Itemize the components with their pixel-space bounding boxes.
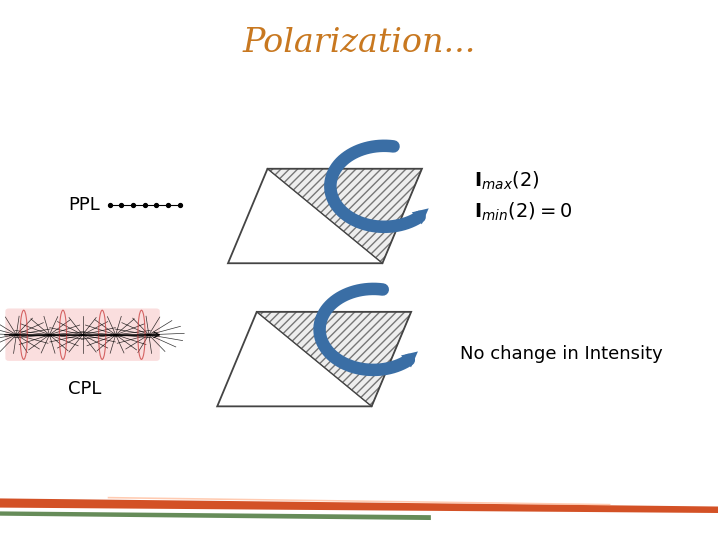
- Polygon shape: [268, 168, 422, 263]
- FancyBboxPatch shape: [5, 308, 160, 361]
- Text: $\mathbf{I}_{min}(2) = 0$: $\mathbf{I}_{min}(2) = 0$: [474, 200, 572, 223]
- Text: No change in Intensity: No change in Intensity: [459, 345, 662, 363]
- Polygon shape: [0, 498, 718, 513]
- Text: $\mathbf{I}_{max}(2)$: $\mathbf{I}_{max}(2)$: [474, 170, 540, 192]
- Text: PPL: PPL: [68, 196, 100, 214]
- Polygon shape: [0, 511, 431, 520]
- Text: CPL: CPL: [68, 380, 102, 398]
- Polygon shape: [257, 312, 411, 406]
- Polygon shape: [108, 497, 611, 505]
- Text: Polarization...: Polarization...: [243, 27, 476, 59]
